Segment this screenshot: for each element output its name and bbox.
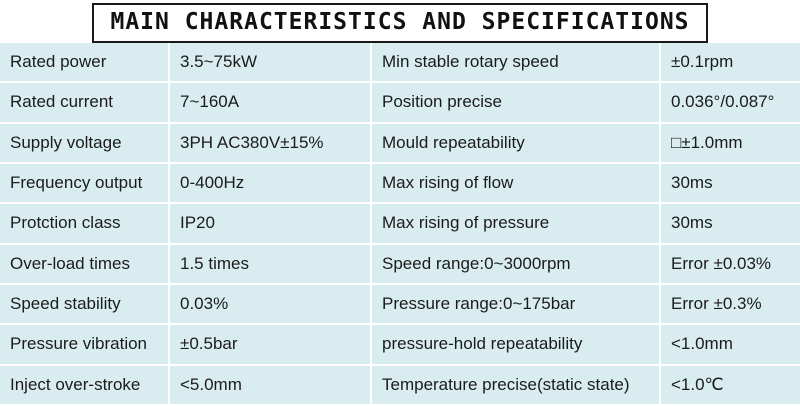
spec-value: 30ms bbox=[661, 204, 800, 243]
table-row: Over-load times 1.5 times Speed range:0~… bbox=[0, 244, 800, 283]
spec-value: 0.036°/0.087° bbox=[661, 83, 800, 122]
page-title: MAIN CHARACTERISTICS AND SPECIFICATIONS bbox=[92, 3, 708, 43]
spec-value: 3.5~75kW bbox=[170, 43, 370, 82]
spec-table: Rated power 3.5~75kW Min stable rotary s… bbox=[0, 43, 800, 406]
spec-label: Min stable rotary speed bbox=[372, 43, 659, 82]
spec-value: ±0.5bar bbox=[170, 325, 370, 364]
spec-value: □±1.0mm bbox=[661, 123, 800, 162]
spec-value: 1.5 times bbox=[170, 244, 370, 283]
spec-value: <1.0mm bbox=[661, 325, 800, 364]
table-row: Supply voltage 3PH AC380V±15% Mould repe… bbox=[0, 123, 800, 162]
spec-value: 0-400Hz bbox=[170, 163, 370, 203]
spec-label: Temperature precise(static state) bbox=[372, 365, 659, 404]
spec-label: Protction class bbox=[0, 204, 168, 243]
spec-label: Speed range:0~3000rpm bbox=[372, 244, 659, 283]
spec-value: 0.03% bbox=[170, 284, 370, 324]
spec-value: 30ms bbox=[661, 163, 800, 203]
spec-label: Max rising of pressure bbox=[372, 204, 659, 243]
spec-label: Pressure vibration bbox=[0, 325, 168, 364]
table-row: Rated power 3.5~75kW Min stable rotary s… bbox=[0, 43, 800, 82]
table-row: Frequency output 0-400Hz Max rising of f… bbox=[0, 163, 800, 203]
spec-label: Inject over-stroke bbox=[0, 365, 168, 404]
spec-value: Error ±0.3% bbox=[661, 284, 800, 324]
spec-label: Rated power bbox=[0, 43, 168, 82]
spec-label: Speed stability bbox=[0, 284, 168, 324]
table-row: Protction class IP20 Max rising of press… bbox=[0, 204, 800, 243]
spec-value: <1.0℃ bbox=[661, 365, 800, 404]
table-row: Inject over-stroke <5.0mm Temperature pr… bbox=[0, 365, 800, 404]
spec-value: IP20 bbox=[170, 204, 370, 243]
spec-label: Pressure range:0~175bar bbox=[372, 284, 659, 324]
spec-value: 3PH AC380V±15% bbox=[170, 123, 370, 162]
spec-value: ±0.1rpm bbox=[661, 43, 800, 82]
spec-value: Error ±0.03% bbox=[661, 244, 800, 283]
table-row: Rated current 7~160A Position precise 0.… bbox=[0, 83, 800, 122]
spec-label: Rated current bbox=[0, 83, 168, 122]
title-bar: MAIN CHARACTERISTICS AND SPECIFICATIONS bbox=[0, 0, 800, 43]
spec-label: pressure-hold repeatability bbox=[372, 325, 659, 364]
spec-label: Frequency output bbox=[0, 163, 168, 203]
spec-label: Mould repeatability bbox=[372, 123, 659, 162]
spec-label: Over-load times bbox=[0, 244, 168, 283]
spec-label: Max rising of flow bbox=[372, 163, 659, 203]
spec-value: 7~160A bbox=[170, 83, 370, 122]
table-row: Pressure vibration ±0.5bar pressure-hold… bbox=[0, 325, 800, 364]
table-row: Speed stability 0.03% Pressure range:0~1… bbox=[0, 284, 800, 324]
spec-value: <5.0mm bbox=[170, 365, 370, 404]
spec-label: Supply voltage bbox=[0, 123, 168, 162]
spec-label: Position precise bbox=[372, 83, 659, 122]
